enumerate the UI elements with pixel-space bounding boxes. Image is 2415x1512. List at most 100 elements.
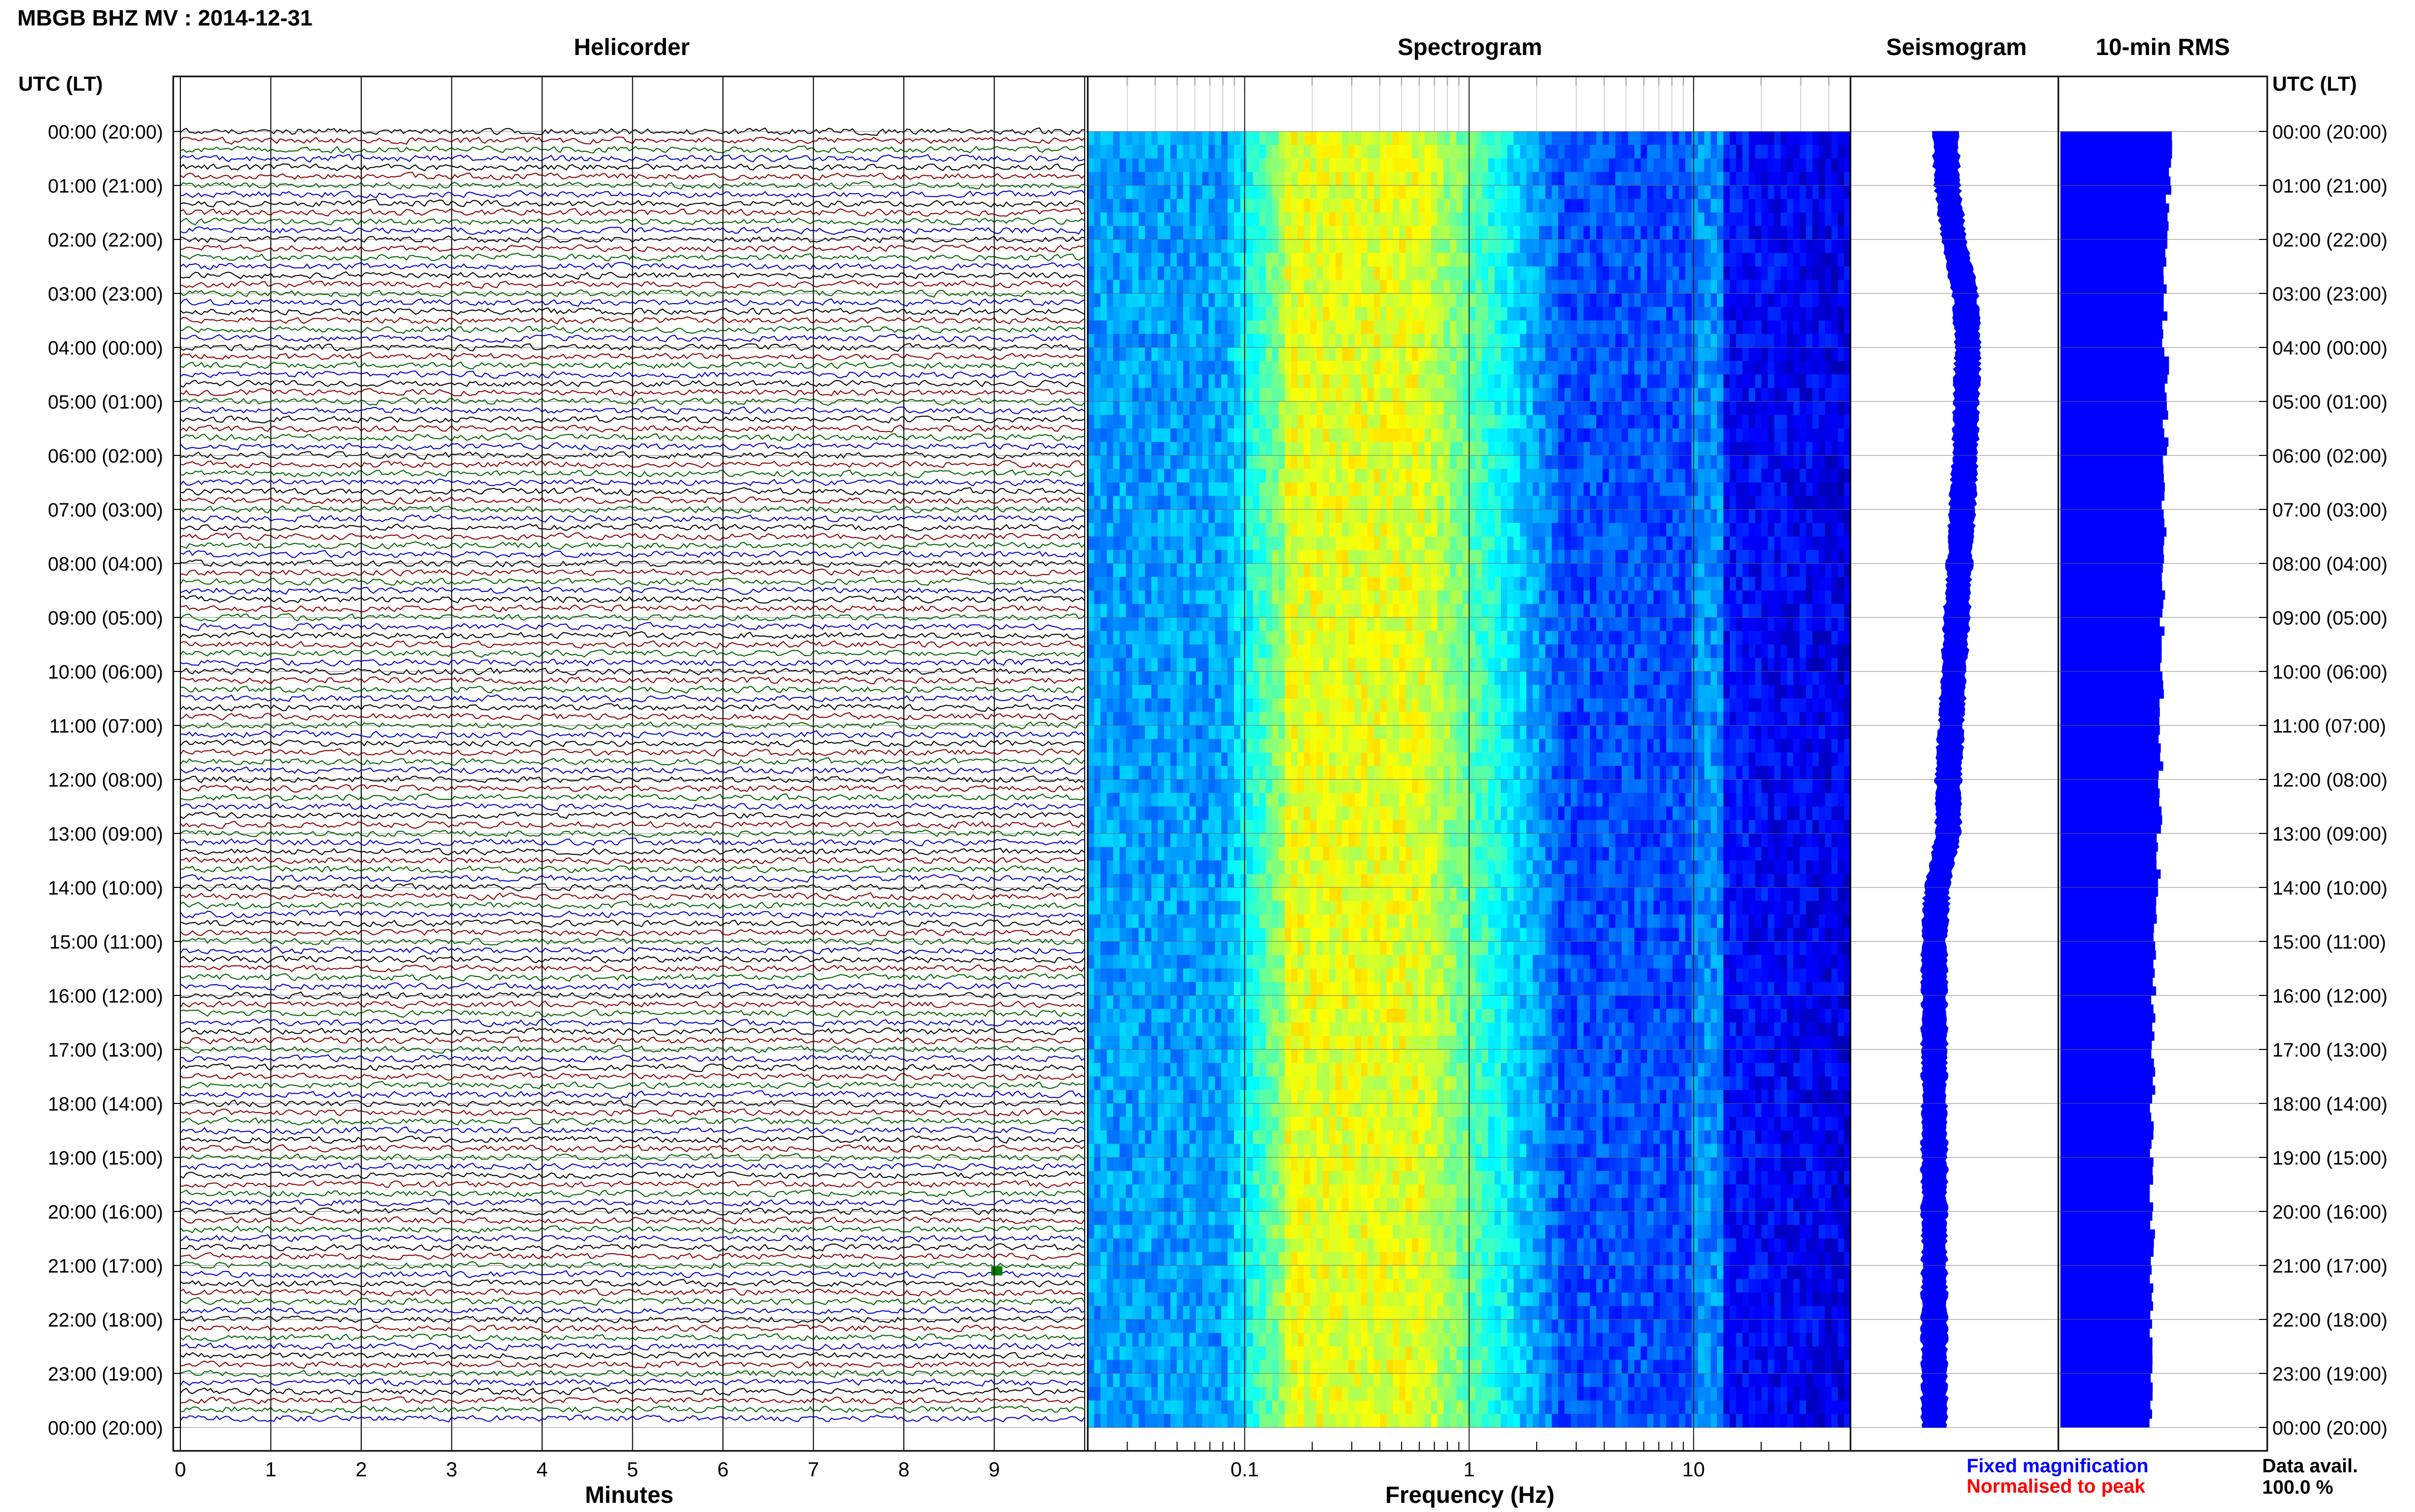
- spectrogram-cell: [1698, 131, 1705, 145]
- spectrogram-cell: [1692, 266, 1698, 280]
- spectrogram-cell: [1094, 604, 1101, 618]
- spectrogram-cell: [1761, 347, 1768, 361]
- spectrogram-cell: [1145, 550, 1151, 564]
- spectrogram-cell: [1431, 145, 1438, 159]
- spectrogram-cell: [1647, 374, 1654, 388]
- spectrogram-cell: [1227, 401, 1234, 415]
- spectrogram-cell: [1806, 469, 1813, 483]
- spectrogram-cell: [1291, 644, 1298, 658]
- spectrogram-cell: [1463, 415, 1469, 429]
- spectrogram-cell: [1615, 482, 1622, 496]
- spectrogram-cell: [1507, 401, 1514, 415]
- spectrogram-cell: [1838, 550, 1844, 564]
- spectrogram-cell: [1781, 226, 1787, 240]
- spectrogram-cell: [1761, 482, 1768, 496]
- spectrogram-cell: [1183, 307, 1190, 321]
- spectrogram-cell: [1622, 536, 1628, 550]
- spectrogram-cell: [1215, 671, 1222, 685]
- spectrogram-cell: [1558, 280, 1565, 294]
- spectrogram-cell: [1526, 172, 1533, 186]
- spectrogram-cell: [1278, 577, 1285, 591]
- spectrogram-cell: [1514, 509, 1520, 523]
- spectrogram-cell: [1603, 523, 1609, 537]
- spectrogram-cell: [1565, 131, 1571, 145]
- spectrogram-cell: [1711, 631, 1718, 645]
- spectrogram-cell: [1793, 415, 1800, 429]
- spectrogram-cell: [1660, 523, 1667, 537]
- spectrogram-cell: [1475, 280, 1482, 294]
- spectrogram-cell: [1666, 509, 1673, 523]
- spectrogram-cell: [1825, 604, 1832, 618]
- spectrogram-cell: [1310, 550, 1317, 564]
- spectrogram-cell: [1755, 320, 1762, 334]
- spectrogram-cell: [1724, 523, 1730, 537]
- spectrogram-cell: [1603, 361, 1609, 375]
- spectrogram-cell: [1196, 131, 1202, 145]
- spectrogram-cell: [1158, 374, 1164, 388]
- spectrogram-cell: [1329, 293, 1336, 307]
- spectrogram-cell: [1361, 644, 1367, 658]
- spectrogram-cell: [1412, 509, 1418, 523]
- spectrogram-cell: [1367, 658, 1374, 672]
- spectrogram-cell: [1653, 617, 1660, 631]
- spectrogram-cell: [1285, 347, 1292, 361]
- spectrogram-cell: [1628, 280, 1634, 294]
- spectrogram-cell: [1501, 307, 1508, 321]
- spectrogram-cell: [1679, 361, 1685, 375]
- spectrogram-cell: [1183, 334, 1190, 348]
- spectrogram-cell: [1088, 550, 1094, 564]
- spectrogram-cell: [1437, 563, 1444, 577]
- spectrogram-cell: [1291, 617, 1298, 631]
- spectrogram-cell: [1380, 590, 1387, 604]
- spectrogram-cell: [1126, 347, 1133, 361]
- spectrogram-cell: [1450, 374, 1457, 388]
- spectrogram-cell: [1628, 158, 1634, 172]
- spectrogram-cell: [1584, 145, 1590, 159]
- spectrogram-cell: [1215, 577, 1222, 591]
- spectrogram-cell: [1565, 415, 1571, 429]
- spectrogram-cell: [1126, 307, 1133, 321]
- spectrogram-cell: [1355, 536, 1361, 550]
- spectrogram-cell: [1304, 199, 1310, 213]
- spectrogram-cell: [1374, 280, 1380, 294]
- spectrogram-cell: [1507, 280, 1514, 294]
- spectrogram-cell: [1774, 334, 1781, 348]
- spectrogram-cell: [1838, 658, 1844, 672]
- spectrogram-cell: [1380, 658, 1387, 672]
- spectrogram-cell: [1355, 455, 1361, 469]
- spectrogram-cell: [1266, 496, 1272, 510]
- spectrogram-cell: [1825, 550, 1832, 564]
- spectrogram-cell: [1488, 631, 1495, 645]
- spectrogram-cell: [1768, 361, 1775, 375]
- spectrogram-cell: [1488, 347, 1495, 361]
- spectrogram-cell: [1399, 347, 1406, 361]
- spectrogram-cell: [1139, 509, 1145, 523]
- spectrogram-cell: [1628, 469, 1634, 483]
- spectrogram-cell: [1571, 199, 1577, 213]
- spectrogram-cell: [1259, 550, 1266, 564]
- spectrogram-cell: [1730, 334, 1736, 348]
- spectrogram-cell: [1374, 347, 1380, 361]
- spectrogram-cell: [1234, 145, 1241, 159]
- spectrogram-cell: [1450, 185, 1457, 199]
- spectrogram-cell: [1393, 401, 1400, 415]
- spectrogram-cell: [1647, 482, 1654, 496]
- spectrogram-cell: [1444, 428, 1451, 442]
- spectrogram-cell: [1190, 374, 1196, 388]
- spectrogram-cell: [1145, 631, 1151, 645]
- spectrogram-cell: [1628, 415, 1634, 429]
- spectrogram-cell: [1196, 658, 1202, 672]
- spectrogram-cell: [1539, 334, 1546, 348]
- spectrogram-cell: [1641, 428, 1647, 442]
- spectrogram-cell: [1457, 172, 1463, 186]
- spectrogram-cell: [1349, 577, 1355, 591]
- spectrogram-cell: [1209, 415, 1215, 429]
- spectrogram-cell: [1838, 482, 1844, 496]
- spectrogram-cell: [1533, 415, 1539, 429]
- spectrogram-cell: [1323, 536, 1330, 550]
- spectrogram-cell: [1596, 307, 1603, 321]
- spectrogram-cell: [1800, 496, 1806, 510]
- spectrogram-cell: [1711, 550, 1718, 564]
- spectrogram-cell: [1374, 320, 1380, 334]
